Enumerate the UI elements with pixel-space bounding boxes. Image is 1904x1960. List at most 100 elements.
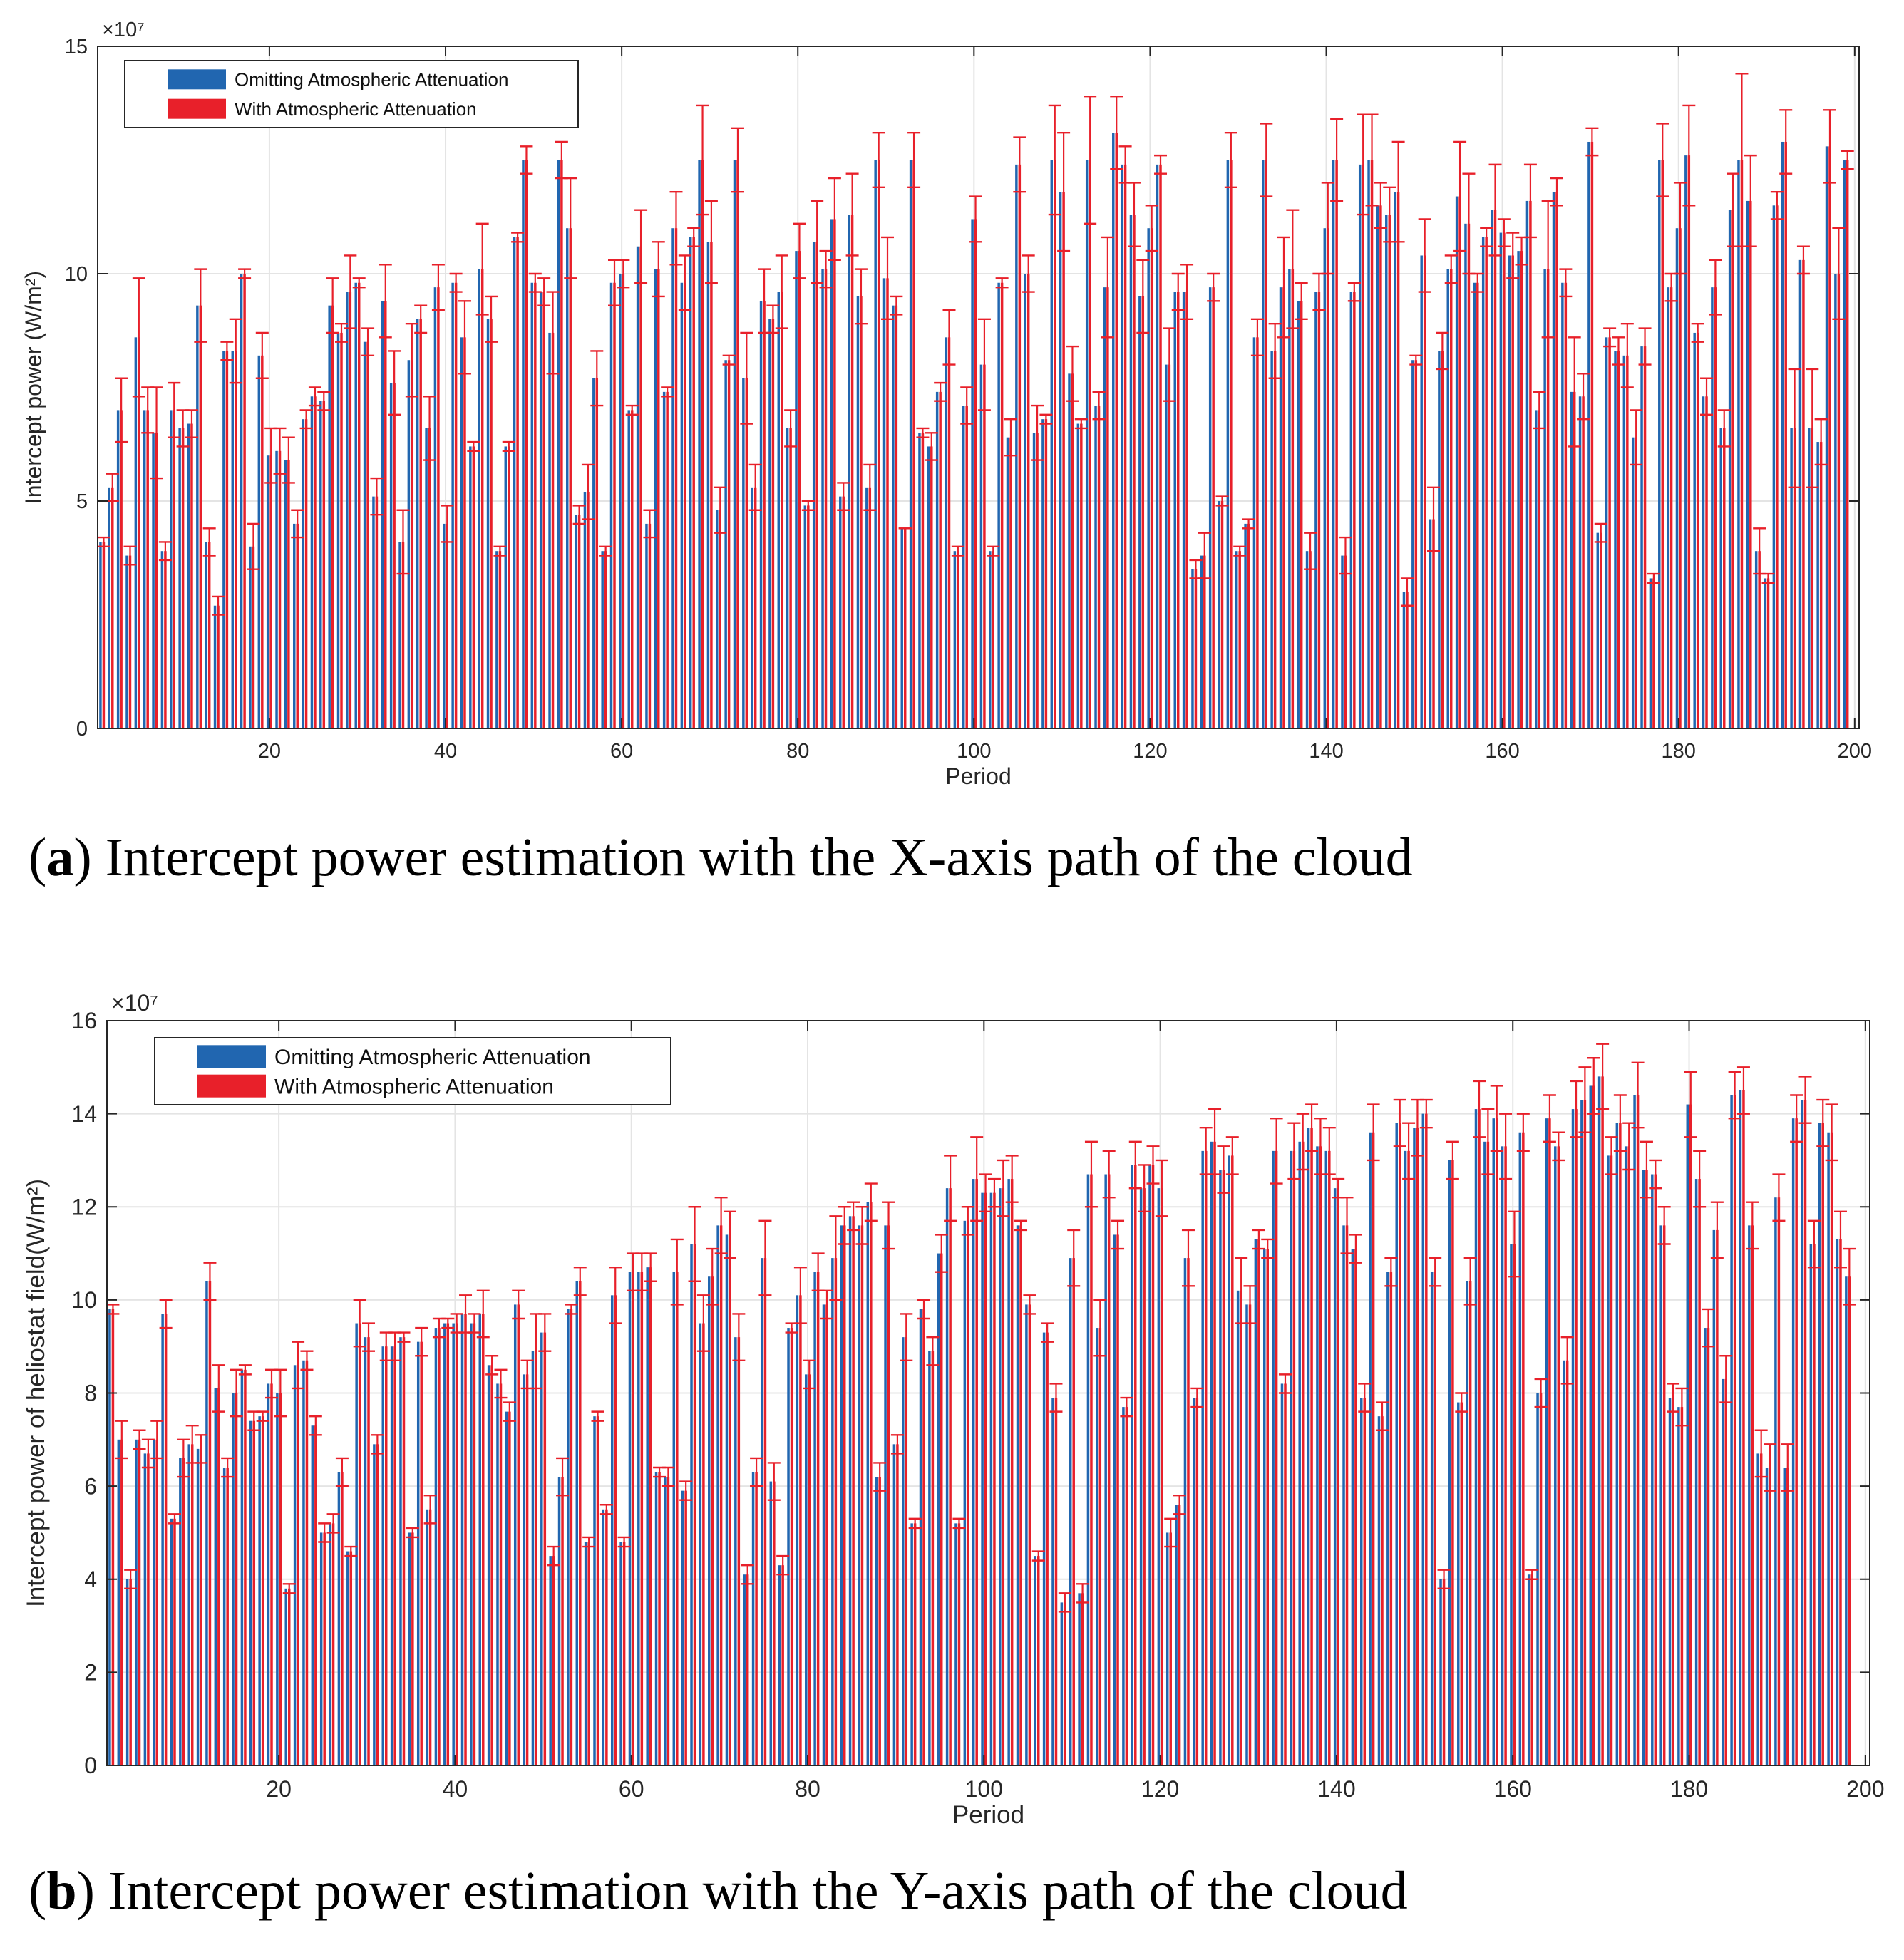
bar-with [1231,1155,1234,1765]
bar-with [1722,428,1726,728]
bar-with [922,1309,925,1765]
bar-omitting [372,496,375,728]
y-axis-label: Intercept power (W/m²) [21,271,46,504]
bar-with [1044,419,1048,728]
bar-with [824,269,828,728]
bar-with [1504,1146,1507,1765]
bar-with [1573,391,1576,728]
bar-with [349,1551,353,1765]
bar-omitting [812,242,815,729]
bar-with [711,1276,714,1765]
bar-omitting [390,1346,393,1765]
bar-omitting [1711,287,1714,728]
bar-with [1522,1132,1525,1765]
bar-omitting [1596,532,1600,728]
bar-with [1150,228,1153,728]
bar-omitting [795,251,798,729]
bar-omitting [1642,1170,1645,1765]
bar-omitting [592,378,595,728]
bar-with [420,1341,423,1765]
bar-omitting [1677,1407,1680,1765]
bar-with [297,1365,299,1765]
bar-with [798,251,801,729]
bar-omitting [874,160,877,728]
bar-omitting [875,1477,878,1765]
bar-omitting [1772,205,1776,728]
bar-omitting [125,1579,129,1765]
bar-with [1441,351,1444,729]
legend-a: Omitting Atmospheric Attenuation With Atm… [124,60,579,128]
bar-omitting [1032,433,1036,728]
bar-with [1054,1398,1058,1765]
bar-omitting [1686,1104,1689,1765]
bar-with [595,378,599,728]
bar-with [719,1225,723,1765]
bar-with [577,515,581,728]
bar-omitting [1845,1276,1848,1765]
bar-omitting [1323,228,1327,728]
x-tick-label: 100 [957,740,991,763]
bar-omitting [1069,1258,1072,1765]
bar-with [1645,1170,1648,1765]
bar-with [913,1523,917,1765]
bar-with [1600,532,1602,728]
bar-omitting [1377,1416,1381,1765]
bar-with [579,1281,582,1765]
bar-with [1539,1393,1543,1765]
bar-with [1731,210,1734,728]
bar-omitting [1659,1225,1662,1765]
bar-with [111,1309,115,1765]
bar-omitting [909,160,912,728]
bar-omitting [1175,1505,1178,1765]
bar-with [1696,332,1699,728]
bar-with [799,1295,802,1765]
bar-with [1143,1188,1146,1765]
bar-omitting [434,1328,438,1765]
bar-with [366,341,369,728]
bar-omitting [1667,287,1669,728]
bar-with [1178,1505,1181,1765]
bar-with [1081,1593,1084,1765]
bar-omitting [1360,1398,1363,1765]
bar-with [1848,1276,1851,1765]
x-tick-label: 140 [1309,740,1343,763]
bar-omitting [821,269,824,728]
bar-with [921,433,925,728]
bar-with [1793,428,1796,728]
bar-omitting [293,523,296,728]
bar-with [464,1314,467,1765]
bar-with [632,1272,634,1765]
bar-omitting [1138,296,1141,728]
bar-with [225,351,229,729]
bar-omitting [1429,519,1432,728]
bar-with [1724,1378,1727,1765]
bar-omitting [1085,160,1089,728]
bar-with [852,1216,855,1765]
bar-omitting [699,1323,702,1765]
bar-omitting [1104,1174,1107,1765]
bar-omitting [143,1453,147,1765]
bar-with [1565,1360,1569,1765]
bar-with [1363,1398,1367,1765]
bar-with [1511,255,1514,729]
bar-omitting [706,242,710,729]
bar-omitting [1712,1229,1716,1765]
bar-omitting [1781,141,1784,729]
bar-with [614,1295,617,1765]
bar-omitting [1587,141,1590,729]
bar-with [816,1272,820,1765]
bar-with [1451,1160,1454,1765]
chart-b: 0 2 4 6 8 10 12 14 16 20 40 60 80 100 120 140 160 180 200 ×… [22,990,1885,1829]
bar-with [1495,1118,1498,1765]
chart-a: 0 5 10 15 20 40 60 80 100 120 140 160 180 200 ×10⁷ Peri… [21,19,1872,789]
bar-with [763,301,766,728]
bar-with [1248,1304,1252,1765]
bar-with [1106,287,1109,728]
bar-omitting [1597,1076,1601,1765]
bar-omitting [1843,160,1846,728]
bar-omitting [170,410,173,728]
bar-omitting [1570,391,1573,728]
bar-omitting [1825,146,1828,729]
bar-omitting [1113,1234,1116,1765]
bar-omitting [882,278,886,728]
